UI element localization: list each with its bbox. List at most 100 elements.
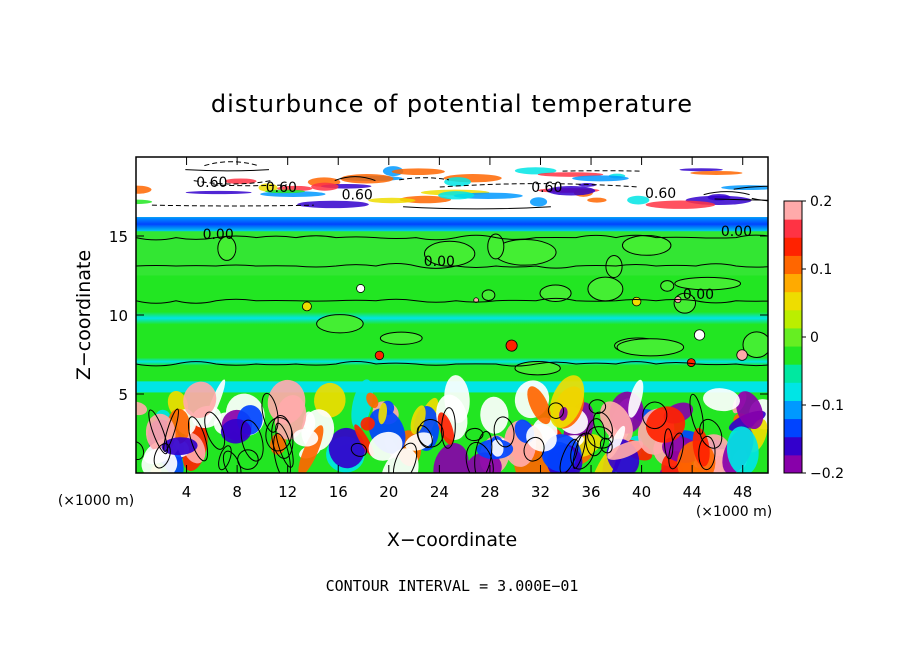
field-blob bbox=[264, 189, 305, 194]
colorbar-segment bbox=[784, 219, 802, 238]
contour-line bbox=[668, 432, 684, 470]
field-blob bbox=[726, 426, 759, 473]
field-blob bbox=[631, 296, 642, 307]
field-blob bbox=[480, 396, 509, 434]
field-blob bbox=[368, 197, 416, 204]
contour-line bbox=[523, 436, 545, 462]
contour-line bbox=[642, 401, 668, 430]
contour-line bbox=[487, 233, 505, 260]
field-blob bbox=[380, 448, 419, 473]
x-axis: 4 8 12 16 20 24 28 32 36 40 44 48 bbox=[182, 157, 752, 501]
colorbar-segment bbox=[784, 382, 802, 401]
x-tick-label: 44 bbox=[683, 483, 702, 501]
y-axis: 5 10 15 bbox=[109, 228, 768, 404]
contour-line bbox=[621, 234, 672, 256]
colorbar-segment bbox=[784, 291, 802, 311]
contour-line bbox=[441, 407, 456, 449]
contour-line bbox=[605, 255, 623, 278]
y-tick-label: 15 bbox=[109, 228, 128, 246]
field-blob bbox=[736, 349, 748, 361]
field-blob bbox=[645, 406, 686, 443]
contour-label: 0.60 bbox=[196, 175, 227, 191]
colorbar-tick-label: −0.1 bbox=[810, 398, 844, 414]
field-blob bbox=[391, 168, 445, 175]
x-tick-label: 12 bbox=[278, 483, 297, 501]
x-tick-label: 32 bbox=[531, 483, 550, 501]
colorbar-tick-label: 0 bbox=[810, 330, 819, 346]
contour-line bbox=[570, 432, 596, 470]
field-blob bbox=[314, 382, 346, 418]
contour-line bbox=[399, 177, 450, 181]
colorbar: 0.2 0.1 0 −0.1 −0.2 bbox=[783, 194, 844, 482]
x-tick-label: 20 bbox=[379, 483, 398, 501]
field-blob bbox=[572, 175, 629, 182]
contour-label: 0.00 bbox=[683, 287, 714, 303]
field-blob bbox=[735, 391, 764, 430]
contour-line bbox=[187, 416, 209, 462]
colorbar-segment bbox=[784, 273, 802, 293]
field-blob bbox=[220, 419, 252, 444]
contour-line bbox=[218, 445, 232, 471]
field-blob bbox=[703, 388, 740, 412]
contour-line bbox=[474, 430, 493, 473]
field-blob bbox=[679, 168, 723, 172]
field-blob bbox=[537, 172, 604, 177]
field-band bbox=[136, 217, 768, 232]
contour-line bbox=[616, 338, 685, 357]
field-blob bbox=[360, 417, 375, 431]
colorbar-tick-label: −0.2 bbox=[810, 466, 844, 482]
contour-line bbox=[733, 185, 768, 190]
contour-line bbox=[136, 441, 145, 461]
contour-line bbox=[265, 417, 293, 452]
field-blob bbox=[491, 439, 504, 457]
field-blob bbox=[444, 375, 470, 424]
x-axis-label: X−coordinate bbox=[387, 529, 517, 551]
colorbar-tick-label: 0.1 bbox=[810, 262, 832, 278]
field-blob bbox=[328, 427, 365, 469]
contour-label: 0.60 bbox=[342, 188, 373, 204]
field-blob bbox=[311, 182, 339, 191]
contour-line bbox=[185, 169, 270, 172]
contour-line bbox=[588, 399, 607, 415]
chart-title: disturbunce of potential temperature bbox=[211, 90, 693, 118]
contour-line bbox=[204, 411, 226, 450]
contour-line bbox=[751, 197, 768, 202]
contour-line bbox=[151, 204, 314, 207]
field-blob bbox=[366, 392, 379, 408]
field-blob bbox=[136, 185, 152, 194]
x-tick-label: 40 bbox=[632, 483, 651, 501]
field-blob bbox=[433, 443, 469, 473]
contour-interval-note: CONTOUR INTERVAL = 3.000E−01 bbox=[326, 577, 579, 595]
contour-line bbox=[136, 360, 768, 367]
contour-line bbox=[204, 161, 259, 167]
field-blob bbox=[693, 329, 706, 341]
field-blob bbox=[374, 350, 385, 361]
field-blob bbox=[444, 177, 471, 187]
contour-label: 0.60 bbox=[645, 186, 676, 202]
contour-line bbox=[465, 427, 484, 442]
contour-line bbox=[417, 418, 444, 448]
contour-line bbox=[698, 435, 716, 471]
field-blob bbox=[340, 174, 394, 184]
field-blob bbox=[628, 379, 644, 418]
field-blob bbox=[183, 381, 217, 419]
colorbar-segment bbox=[784, 454, 802, 474]
contour-line bbox=[547, 402, 565, 419]
heatmap-field: 0.60 0.60 0.60 0.60 0.60 0.00 0.00 0.00 0.00 bbox=[136, 157, 768, 473]
field-blob bbox=[410, 405, 426, 435]
contour-line bbox=[539, 284, 572, 302]
x-tick-label: 16 bbox=[329, 483, 348, 501]
field-blob bbox=[549, 375, 585, 428]
contour-line bbox=[271, 415, 294, 459]
contour-line bbox=[481, 289, 496, 302]
field-blob bbox=[587, 197, 607, 203]
contour-line bbox=[689, 393, 704, 435]
field-blob bbox=[527, 386, 551, 425]
field-blob bbox=[356, 284, 366, 293]
colorbar-segment bbox=[784, 201, 802, 220]
field-blob bbox=[645, 200, 716, 209]
field-blob bbox=[378, 402, 387, 425]
contour-label: 0.00 bbox=[721, 224, 752, 240]
field-blob bbox=[692, 427, 710, 467]
field-blob bbox=[578, 183, 597, 187]
